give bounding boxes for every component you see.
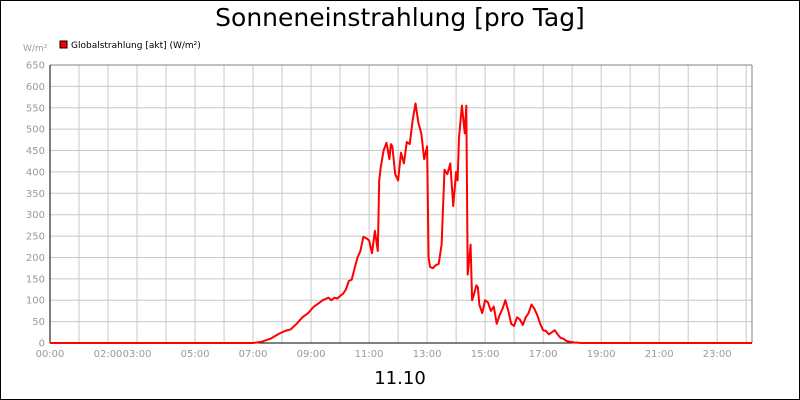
series-line <box>50 102 752 344</box>
y-tick-label: 600 <box>26 82 45 93</box>
x-tick-label: 09:00 <box>297 349 326 360</box>
date-label: 11.10 <box>374 368 426 389</box>
x-tick-label: 02:00 <box>94 349 123 360</box>
y-tick-label: 300 <box>26 210 45 221</box>
y-tick-label: 0 <box>39 339 45 350</box>
x-tick-label: 21:00 <box>645 349 674 360</box>
x-tick-label: 23:00 <box>703 349 732 360</box>
y-tick-label: 650 <box>26 61 45 72</box>
plot-background <box>50 65 752 343</box>
y-tick-label: 250 <box>26 232 45 243</box>
x-tick-label: 03:00 <box>123 349 152 360</box>
y-axis-unit-label: W/m² <box>23 44 48 54</box>
y-tick-label: 500 <box>26 125 45 136</box>
x-tick-label: 17:00 <box>529 349 558 360</box>
y-tick-label: 200 <box>26 253 45 264</box>
y-tick-label: 150 <box>26 274 45 285</box>
x-tick-label: 13:00 <box>413 349 442 360</box>
chart-title: Sonneneinstrahlung [pro Tag] <box>215 3 585 32</box>
y-tick-label: 450 <box>26 146 45 157</box>
y-tick-label: 550 <box>26 103 45 114</box>
y-tick-label: 100 <box>26 296 45 307</box>
x-tick-label: 07:00 <box>239 349 268 360</box>
x-tick-label: 05:00 <box>181 349 210 360</box>
x-tick-label: 15:00 <box>471 349 500 360</box>
y-tick-label: 50 <box>32 317 45 328</box>
legend-label: Globalstrahlung [akt] (W/m²) <box>71 41 201 51</box>
legend-swatch <box>59 40 68 49</box>
y-tick-label: 400 <box>26 167 45 178</box>
x-tick-label: 11:00 <box>355 349 384 360</box>
y-tick-label: 350 <box>26 189 45 200</box>
x-tick-label: 00:00 <box>36 349 65 360</box>
x-tick-label: 19:00 <box>587 349 616 360</box>
